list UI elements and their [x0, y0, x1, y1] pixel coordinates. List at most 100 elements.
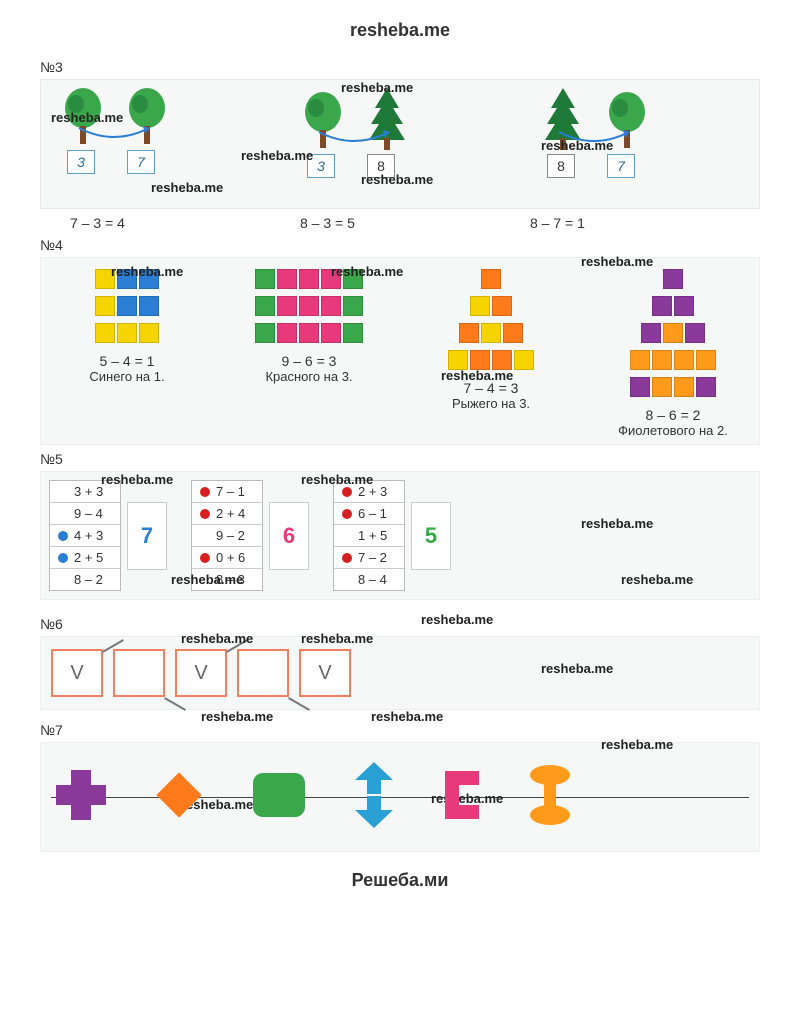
- dot-icon: [200, 509, 210, 519]
- color-square: [481, 269, 501, 289]
- watermark: resheba.me: [601, 737, 673, 752]
- task5-expr: 9 – 2: [216, 528, 245, 543]
- color-square: [630, 377, 650, 397]
- dot-icon: [200, 553, 210, 563]
- task4-eq: 5 – 4 = 1: [51, 353, 203, 369]
- task7-shape-cshape: [437, 765, 487, 830]
- task7-label: №7: [40, 722, 760, 738]
- number-box: 3: [67, 150, 95, 174]
- color-square: [481, 323, 501, 343]
- task5-expr: 3 + 3: [74, 484, 103, 499]
- color-square: [652, 377, 672, 397]
- color-square: [139, 296, 159, 316]
- task5-expr: 8 – 2: [74, 572, 103, 587]
- color-square: [470, 350, 490, 370]
- watermark: resheba.me: [101, 472, 173, 487]
- task5-row: 7 – 2: [334, 547, 404, 569]
- arrow-icon: [69, 124, 159, 142]
- color-square: [277, 323, 297, 343]
- task4-col: 8 – 6 = 2Фиолетового на 2.: [597, 268, 749, 438]
- task5-row: 6 – 1: [334, 503, 404, 525]
- color-square: [95, 323, 115, 343]
- dot-icon: [200, 487, 210, 497]
- watermark: resheba.me: [171, 572, 243, 587]
- task5-expr: 8 – 4: [358, 572, 387, 587]
- task7-shape-dumbbell: [525, 763, 575, 832]
- connector-line: [102, 639, 124, 653]
- color-square: [663, 269, 683, 289]
- task7-shape-arrows: [349, 760, 399, 835]
- watermark: resheba.me: [421, 612, 493, 627]
- number-box: 8: [547, 154, 575, 178]
- task6-box: [113, 649, 165, 697]
- color-square: [503, 323, 523, 343]
- task5-row: 4 + 3: [50, 525, 120, 547]
- watermark: resheba.me: [541, 138, 613, 153]
- watermark: resheba.me: [241, 148, 313, 163]
- task5-row: 2 + 4: [192, 503, 262, 525]
- arrow-icon: [309, 128, 399, 146]
- watermark: resheba.me: [361, 172, 433, 187]
- task5-label: №5: [40, 451, 760, 467]
- watermark: resheba.me: [621, 572, 693, 587]
- task4-panel: 5 – 4 = 1Синего на 1.9 – 6 = 3Красного н…: [40, 257, 760, 445]
- color-square: [448, 350, 468, 370]
- task5-target: 7: [127, 502, 167, 570]
- color-square: [641, 323, 661, 343]
- task5-row: 8 – 4: [334, 569, 404, 590]
- watermark: resheba.me: [581, 254, 653, 269]
- task5-target: 5: [411, 502, 451, 570]
- color-square: [514, 350, 534, 370]
- color-square: [117, 296, 137, 316]
- color-square: [299, 323, 319, 343]
- task5-expr: 2 + 4: [216, 506, 245, 521]
- dot-icon: [58, 531, 68, 541]
- color-square: [255, 296, 275, 316]
- task7-shape-cross: [51, 765, 111, 830]
- task4-caption: Рыжего на 3.: [415, 396, 567, 411]
- color-square: [652, 350, 672, 370]
- watermark: resheba.me: [581, 516, 653, 531]
- task4-caption: Синего на 1.: [51, 369, 203, 384]
- color-square: [674, 377, 694, 397]
- task4-col: 7 – 4 = 3Рыжего на 3.: [415, 268, 567, 438]
- task5-panel-group: 3 + 39 – 44 + 32 + 58 – 27: [49, 480, 167, 591]
- task6-box: V: [51, 649, 103, 697]
- task3-group: 38: [291, 86, 511, 178]
- color-square: [674, 296, 694, 316]
- color-square: [321, 296, 341, 316]
- task3-group: 37: [51, 86, 271, 174]
- task3-label: №3: [40, 59, 760, 75]
- color-square: [255, 269, 275, 289]
- watermark: resheba.me: [111, 264, 183, 279]
- task6-box: V: [175, 649, 227, 697]
- color-square: [277, 269, 297, 289]
- watermark: resheba.me: [181, 631, 253, 646]
- task6-box: V: [299, 649, 351, 697]
- dot-icon: [342, 509, 352, 519]
- dot-icon: [58, 553, 68, 563]
- color-square: [459, 323, 479, 343]
- task7-shape-roundsq: [247, 765, 311, 830]
- task5-expr: 1 + 5: [358, 528, 387, 543]
- task5-expr: 6 – 1: [358, 506, 387, 521]
- task4-label: №4: [40, 237, 760, 253]
- task6-label: №6: [40, 616, 760, 632]
- watermark: resheba.me: [371, 709, 443, 724]
- task4-col: 5 – 4 = 1Синего на 1.: [51, 268, 203, 438]
- connector-line: [288, 697, 310, 711]
- color-square: [696, 377, 716, 397]
- watermark: resheba.me: [541, 661, 613, 676]
- task5-row: 2 + 5: [50, 547, 120, 569]
- number-box: 7: [127, 150, 155, 174]
- color-square: [674, 350, 694, 370]
- color-square: [492, 350, 512, 370]
- color-square: [470, 296, 490, 316]
- task4-caption: Красного на 3.: [233, 369, 385, 384]
- task3-eq-2: 8 – 7 = 1: [530, 215, 760, 231]
- color-square: [663, 323, 683, 343]
- task5-row: 8 – 2: [50, 569, 120, 590]
- color-square: [343, 296, 363, 316]
- task5-panel-group: 2 + 36 – 11 + 57 – 28 – 45: [333, 480, 451, 591]
- color-square: [630, 350, 650, 370]
